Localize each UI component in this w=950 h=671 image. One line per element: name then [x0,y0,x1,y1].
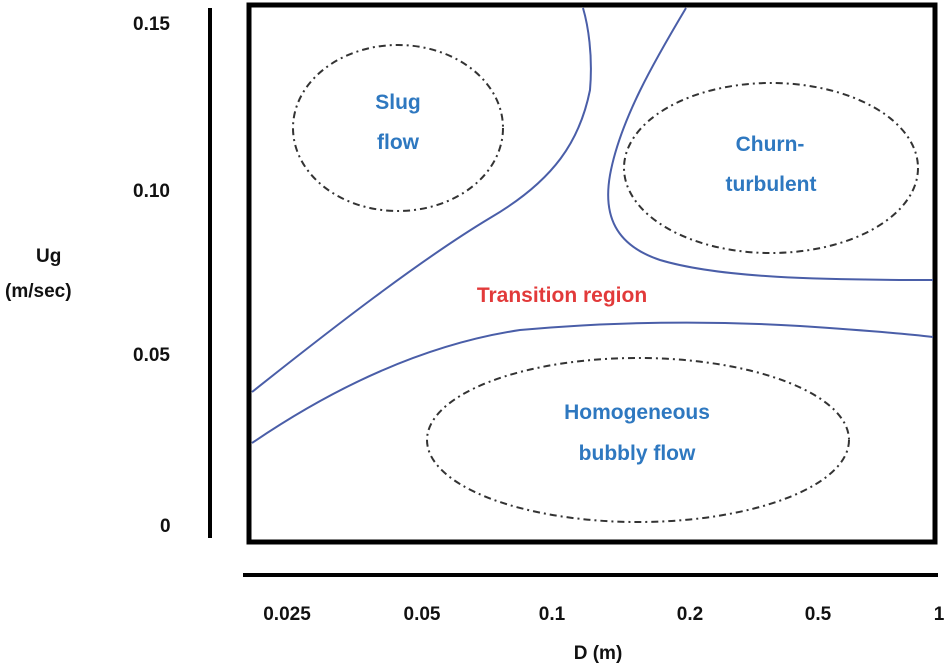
x-axis-title: D (m) [574,643,623,664]
slug-flow-label-line1: Slug [375,91,421,114]
churn-turbulent-label-line2: turbulent [726,173,817,196]
plot-frame [246,2,938,545]
slug-flow-region-outline [292,44,504,212]
x-tick-label: 0.2 [677,604,703,625]
y-axis-title-line1: Ug [36,246,61,267]
y-tick-label: 0 [160,516,171,537]
churn-turbulent-label-line1: Churn- [736,133,805,156]
y-tick-label: 0.15 [133,14,170,35]
slug-transition-boundary [251,7,592,393]
churn-turbulent-region-outline [623,82,919,254]
x-tick-label: 1 [934,604,945,625]
churn-transition-boundary [607,7,934,281]
x-tick-label: 0.05 [404,604,441,625]
slug-flow-label-line2: flow [377,131,420,154]
y-tick-label: 0.10 [133,181,170,202]
bubbly-flow-label-line2: bubbly flow [579,442,696,465]
y-axis-title-line2: (m/sec) [5,281,72,302]
x-tick-label: 0.5 [805,604,832,625]
transition-region-label: Transition region [477,284,647,307]
x-tick-label: 0.025 [263,604,311,625]
bubbly-flow-region-outline [426,357,850,523]
y-tick-label: 0.05 [133,345,170,366]
bubbly-flow-label-line1: Homogeneous [564,401,710,424]
bubbly-transition-boundary [251,321,934,444]
x-tick-label: 0.1 [539,604,566,625]
